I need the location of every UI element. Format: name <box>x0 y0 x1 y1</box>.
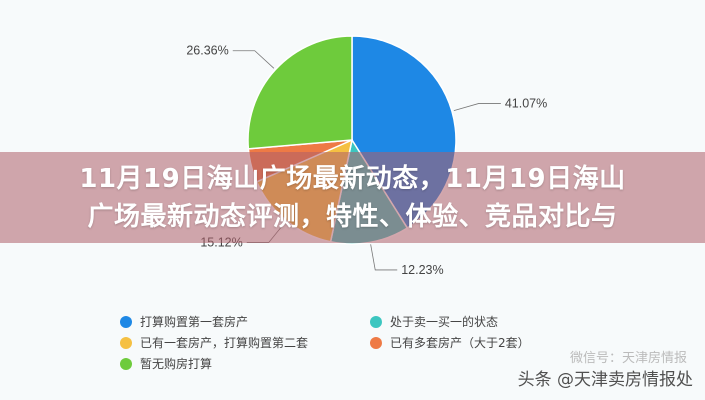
leader-line <box>453 103 501 112</box>
leader-line <box>370 244 398 271</box>
leader-line <box>232 50 275 69</box>
legend-label: 处于卖一买一的状态 <box>390 315 499 329</box>
pie-slice <box>247 35 353 150</box>
legend-label: 已有一套房产，打算购置第二套 <box>140 336 309 350</box>
faded-watermark: 微信号：天津房情报 <box>569 351 687 366</box>
legend-item: 处于卖一买一的状态 <box>370 313 580 330</box>
article-title: 11月19日海山广场最新动态，11月19日海山 广场最新动态评测，特性、体验、竞… <box>0 160 705 236</box>
legend-label: 已有多套房产（大于2套） <box>390 336 530 350</box>
legend-swatch <box>370 315 382 328</box>
legend-label: 打算购置第一套房产 <box>140 315 249 329</box>
title-line-2: 广场最新动态评测，特性、体验、竞品对比与 <box>87 202 618 232</box>
slice-label: 41.07% <box>505 96 547 110</box>
source-watermark: 头条 @天津卖房情报处 <box>517 370 693 390</box>
slice-label: 12.23% <box>401 263 443 277</box>
legend-item: 打算购置第一套房产 <box>120 313 370 330</box>
legend-item: 已有一套房产，打算购置第二套 <box>120 334 370 351</box>
legend-swatch <box>120 357 132 370</box>
legend-swatch <box>120 315 132 328</box>
legend-item: 暂无购房打算 <box>120 355 370 372</box>
legend-item: 已有多套房产（大于2套） <box>370 334 580 351</box>
slice-label: 26.36% <box>186 44 228 58</box>
legend-swatch <box>370 336 382 349</box>
title-line-1: 11月19日海山广场最新动态，11月19日海山 <box>79 164 626 194</box>
legend: 打算购置第一套房产 处于卖一买一的状态 已有一套房产，打算购置第二套 已有多套房… <box>120 313 580 372</box>
title-overlay-band <box>0 152 705 243</box>
legend-swatch <box>120 336 132 349</box>
legend-label: 暂无购房打算 <box>140 357 213 371</box>
